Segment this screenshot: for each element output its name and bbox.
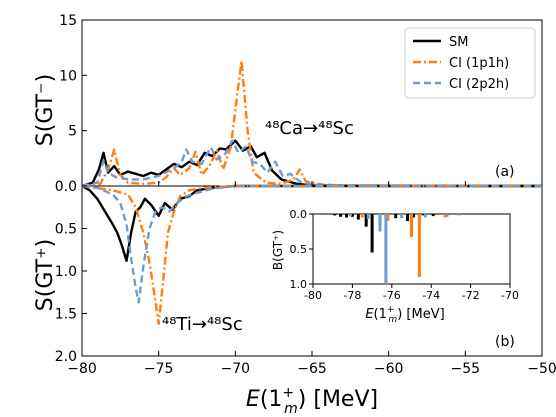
inset-ytick-label: 1.0: [290, 278, 308, 291]
legend-label-sm: SM: [449, 35, 468, 50]
panel-a-ytick-label: 15: [59, 13, 77, 29]
inset-xtick-label: -70: [501, 289, 519, 302]
main-xlabel: E(1+ m) [MeV]: [246, 385, 378, 417]
panel-b-curves: [81, 184, 542, 325]
xtick-label: −50: [527, 361, 556, 377]
panel-b-ytick-label: 1.0: [55, 264, 77, 280]
inset-bar-2: [378, 214, 382, 232]
inset-xtick-label: -78: [343, 289, 361, 302]
panel-a-ytick-label: 0.0: [55, 179, 77, 195]
panel-a-series-1: [81, 59, 543, 188]
inset-bar-2: [400, 214, 404, 219]
inset-xtick-label: -74: [422, 289, 440, 302]
inset-bar-1: [443, 214, 447, 218]
panel-b-ytick-label: 0.5: [55, 222, 77, 238]
inset-bar-0: [421, 214, 425, 216]
main-xlabel-sub: m: [284, 401, 298, 417]
panel-a-curves: [81, 59, 543, 188]
inset-xtick-label: -76: [383, 289, 401, 302]
inset-xlabel-e: E: [365, 307, 374, 322]
inset-bar-0: [431, 214, 435, 217]
panel-b-label: (b): [495, 334, 515, 350]
inset-bar-2: [366, 214, 370, 219]
panel-b-series-2: [81, 184, 542, 304]
inset-bar-2: [423, 214, 427, 218]
panel-b-series-1: [81, 184, 542, 325]
main-xlabel-sup: +: [282, 385, 294, 401]
panel-a-ytick-label: 5: [68, 124, 77, 140]
panel-b-ylabel: S(GT⁺): [33, 239, 58, 311]
panel-a-label: (a): [495, 164, 515, 180]
inset-bar-0: [344, 214, 348, 218]
xtick-label: −60: [374, 361, 404, 377]
inset-xtick-label: -72: [462, 289, 480, 302]
legend: SM CI (1p1h) CI (2p2h): [404, 27, 536, 99]
inset-xlabel-unit: ) [MeV]: [397, 307, 444, 322]
inset-ticks: -80 -78 -76 -74 -72 -70 0.0 0.5 1.0: [290, 208, 519, 302]
inset-bar-2: [384, 214, 388, 284]
inset-xlabel-sub: m: [388, 315, 397, 325]
legend-label-1p1h: CI (1p1h): [449, 56, 509, 71]
inset-bar-1: [386, 214, 390, 221]
panel-b-ytick-label: 2.0: [55, 349, 77, 365]
inset-ytick-label: 0.0: [290, 208, 308, 221]
inset-bar-0: [411, 214, 415, 218]
panel-b-ytick-label: 1.5: [55, 307, 77, 323]
panel-a-ylabel: S(GT⁻): [33, 74, 58, 146]
inset-bar-1: [360, 214, 364, 218]
panel-a-series-2: [81, 139, 543, 188]
inset-bar-0: [370, 214, 374, 253]
xtick-label: −75: [144, 361, 174, 377]
inset-bar-0: [394, 214, 398, 219]
panel-a-ytick-label: 10: [59, 68, 77, 84]
inset-xlabel-sup: +: [387, 305, 395, 315]
inset-bar-2: [348, 214, 352, 217]
inset-bar-1: [417, 214, 421, 277]
axis-ticks: −80 −75 −70 −65 −60 −55 −50 0.0 5 10 15 0.5 1.0 1.5 2.…: [55, 13, 556, 377]
inset-xlabel: E(1+ m) [MeV]: [365, 305, 444, 325]
inset-bar-1: [410, 214, 413, 238]
legend-label-2p2h: CI (2p2h): [449, 77, 509, 92]
inset-bar-2: [445, 214, 449, 217]
inset-xlabel-paren: (1: [374, 307, 387, 322]
inset-bar-0: [356, 214, 360, 220]
inset-bar-2: [457, 214, 461, 216]
main-xlabel-unit: ) [MeV]: [298, 387, 378, 412]
xtick-label: −70: [221, 361, 251, 377]
xtick-label: −65: [297, 361, 327, 377]
inset-ylabel: B(GT⁺): [271, 230, 285, 270]
inset-bar-0: [364, 214, 368, 227]
xtick-label: −80: [67, 361, 97, 377]
panel-a-series-0: [81, 139, 542, 188]
legend-box: [404, 27, 536, 99]
inset-bar-0: [350, 214, 354, 217]
panel-a-annotation: ⁴⁸Ca→⁴⁸Sc: [265, 118, 354, 139]
inset-bar-0: [406, 214, 410, 221]
xtick-label: −55: [451, 361, 481, 377]
inset-bar-0: [333, 214, 337, 216]
inset-bar-0: [339, 214, 343, 217]
inset-ytick-label: 0.5: [290, 243, 308, 256]
inset-bars: [333, 214, 461, 284]
panel-b-annotation: ⁴⁸Ti→⁴⁸Sc: [162, 314, 243, 335]
main-xlabel-e: E: [246, 387, 260, 412]
inset: -80 -78 -76 -74 -72 -70 0.0 0.5 1.0 B(GT⁺) E(1+ m…: [271, 208, 519, 325]
inset-xtick-label: -80: [304, 289, 322, 302]
panel-b-series-0: [81, 184, 542, 262]
main-xlabel-paren: (1: [260, 387, 283, 412]
